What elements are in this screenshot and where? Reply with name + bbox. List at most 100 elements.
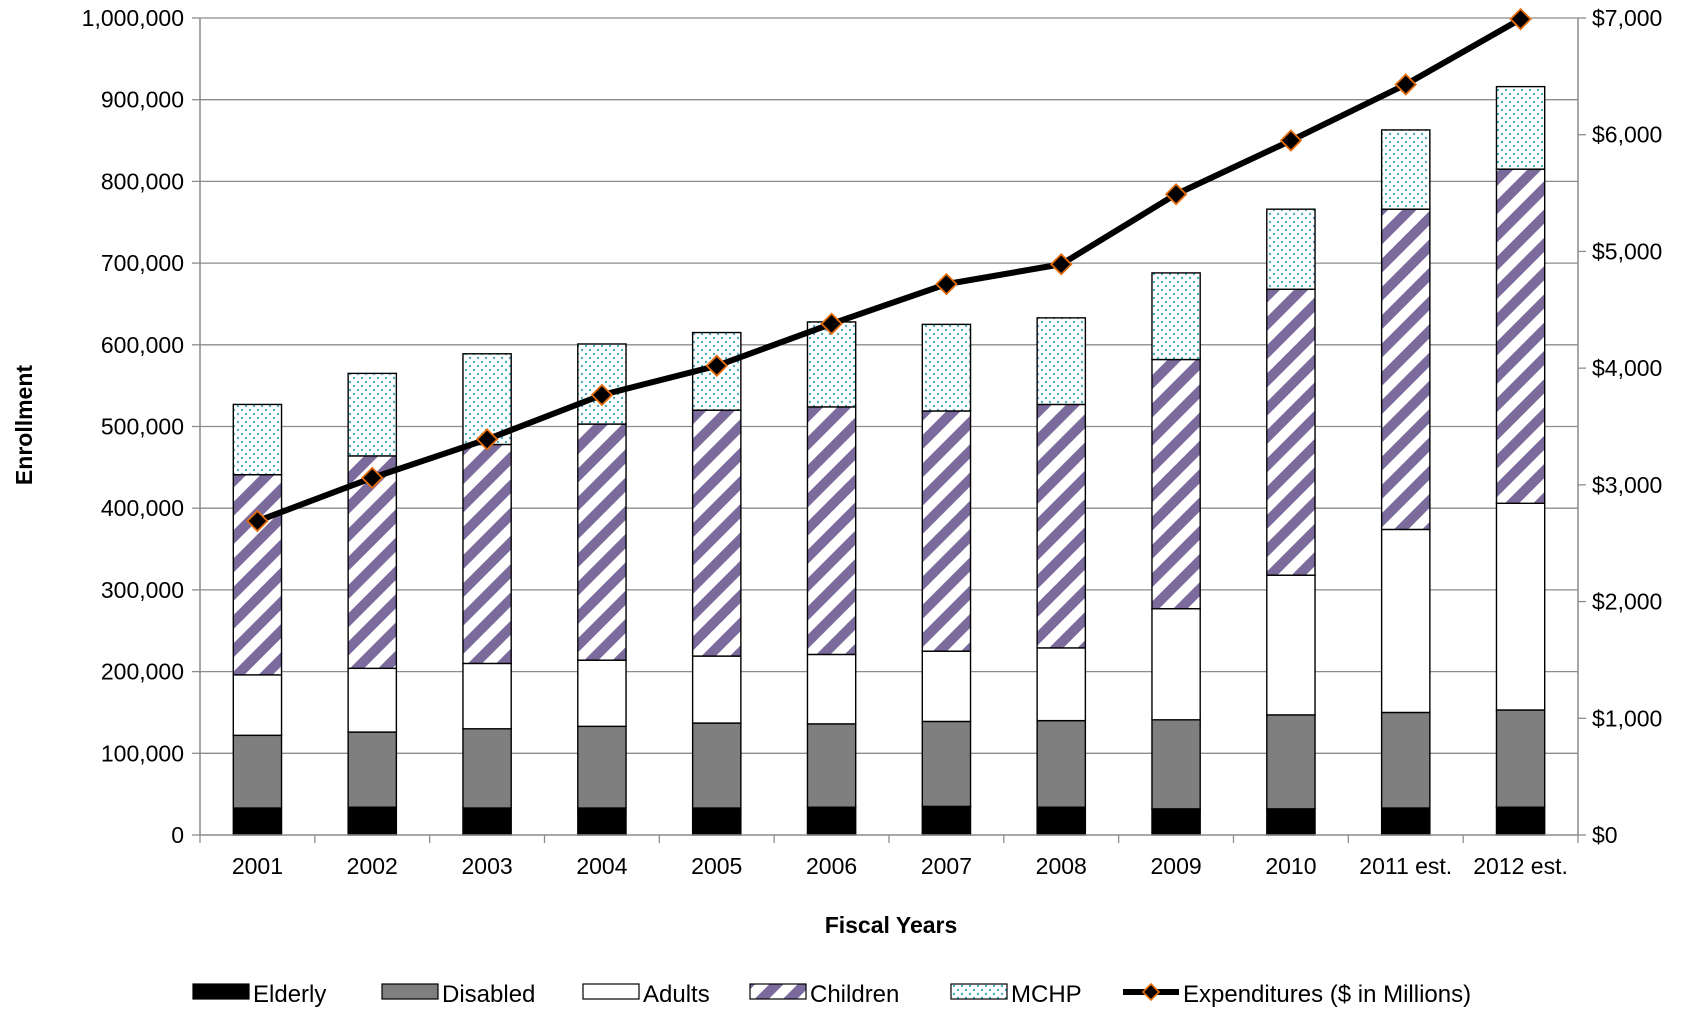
bar-children-2011-est- — [1380, 208, 1431, 531]
y2-tick-label: $7,000 — [1592, 5, 1662, 31]
legend-swatch-elderly — [192, 983, 250, 1000]
bar-disabled-2001 — [232, 734, 283, 809]
legend-label-expenditures: Expenditures ($ in Millions) — [1183, 981, 1471, 1008]
tick-labels: 0 100,000 200,000 300,000 400,000 500,000 600,… — [82, 5, 1663, 879]
x-tick-label: 2008 — [1036, 853, 1087, 879]
bar-elderly-2003 — [462, 807, 512, 836]
bar-mchp-2007 — [921, 323, 972, 412]
bar-mchp-2008 — [1036, 317, 1087, 406]
bar-adults-2005 — [691, 655, 742, 724]
bar-adults-2006 — [806, 653, 857, 725]
bar-elderly-2009 — [1151, 808, 1201, 836]
bar-children-2003 — [462, 443, 512, 665]
bar-children-2002 — [347, 455, 398, 670]
expenditures-point-2006 — [820, 312, 843, 336]
bar-disabled-2002 — [347, 731, 398, 808]
bar-disabled-2006 — [806, 723, 857, 808]
y-tick-label: 800,000 — [101, 168, 184, 194]
bar-elderly-2002 — [347, 806, 398, 836]
expenditures-line-layer — [246, 7, 1532, 533]
bar-children-2010 — [1266, 288, 1316, 576]
y-tick-label: 500,000 — [101, 414, 184, 440]
x-tick-label: 2009 — [1150, 853, 1201, 879]
x-tick-label: 2002 — [347, 853, 398, 879]
y-tick-label: 100,000 — [101, 740, 184, 766]
bar-elderly-2011-est- — [1380, 807, 1431, 836]
x-axis-title: Fiscal Years — [825, 912, 958, 938]
bar-children-2001 — [232, 474, 283, 676]
bar-adults-2012-est- — [1495, 502, 1546, 711]
x-tick-label: 2005 — [691, 853, 742, 879]
y-tick-label: 400,000 — [101, 495, 184, 521]
bar-elderly-2008 — [1036, 806, 1087, 836]
bar-disabled-2003 — [462, 728, 512, 809]
bar-elderly-2010 — [1266, 808, 1316, 836]
bar-elderly-2005 — [691, 807, 742, 836]
legend-label-disabled: Disabled — [442, 981, 535, 1008]
bar-elderly-2001 — [232, 807, 283, 836]
bar-mchp-2009 — [1151, 272, 1201, 361]
bar-mchp-2006 — [806, 321, 857, 408]
legend-label-elderly: Elderly — [253, 981, 326, 1008]
bar-elderly-2006 — [806, 806, 857, 836]
expenditures-point-2009 — [1164, 182, 1188, 206]
expenditures-point-2001 — [246, 509, 269, 533]
bar-children-2005 — [691, 409, 742, 657]
bar-disabled-2009 — [1151, 719, 1201, 810]
legend-swatch-expenditures-marker — [1141, 982, 1161, 1002]
y2-tick-label: $4,000 — [1592, 355, 1662, 381]
expenditures-line — [256, 16, 1523, 524]
legend-swatch-mchp — [950, 983, 1008, 1000]
legend-label-children: Children — [810, 981, 899, 1008]
y2-tick-label: $5,000 — [1592, 238, 1662, 264]
x-tick-label: 2011 est. — [1359, 853, 1452, 879]
gridlines — [200, 17, 1578, 754]
bar-adults-2011-est- — [1380, 528, 1431, 714]
x-tick-label: 2010 — [1265, 853, 1316, 879]
expenditures-point-2004 — [590, 383, 614, 407]
x-tick-label: 2012 est. — [1473, 853, 1568, 879]
expenditures-point-2005 — [705, 354, 729, 378]
bar-adults-2010 — [1266, 574, 1316, 716]
bar-adults-2009 — [1151, 607, 1201, 721]
x-tick-label: 2006 — [806, 853, 857, 879]
axes — [192, 17, 1586, 843]
x-tick-label: 2001 — [232, 853, 283, 879]
bar-mchp-2010 — [1266, 208, 1316, 290]
y-tick-label: 900,000 — [101, 87, 184, 113]
bar-disabled-2007 — [921, 720, 972, 808]
expenditures-point-2008 — [1049, 252, 1073, 276]
y2-tick-label: $6,000 — [1592, 122, 1662, 148]
bar-adults-2008 — [1036, 647, 1087, 722]
legend-label-mchp: MCHP — [1011, 981, 1082, 1008]
bar-elderly-2012-est- — [1495, 806, 1546, 836]
bar-children-2009 — [1151, 358, 1201, 610]
bar-adults-2001 — [232, 674, 283, 737]
y-tick-label: 0 — [171, 822, 184, 848]
bar-adults-2003 — [462, 662, 512, 730]
x-tick-label: 2004 — [576, 853, 627, 879]
bar-adults-2007 — [921, 650, 972, 723]
bar-disabled-2010 — [1266, 714, 1316, 810]
expenditures-point-2012-est- — [1509, 7, 1532, 31]
x-tick-label: 2003 — [461, 853, 512, 879]
x-tick-label: 2007 — [921, 853, 972, 879]
bar-disabled-2011-est- — [1380, 711, 1431, 809]
expenditures-point-2003 — [475, 428, 499, 451]
y-tick-label: 200,000 — [101, 659, 184, 685]
bar-children-2006 — [806, 406, 857, 656]
bar-adults-2004 — [577, 659, 627, 728]
bar-children-2007 — [921, 410, 972, 652]
bars — [232, 85, 1546, 836]
legend-swatch-disabled — [381, 983, 439, 1000]
bar-children-2008 — [1036, 403, 1087, 649]
legend: Elderly Disabled Adults Children MCHP Expendi… — [192, 981, 1471, 1008]
bar-adults-2002 — [347, 667, 398, 733]
y-tick-label: 300,000 — [101, 577, 184, 603]
y-tick-label: 1,000,000 — [82, 5, 184, 31]
y-axis-title: Enrollment — [11, 365, 37, 485]
bar-mchp-2012-est- — [1495, 85, 1546, 170]
bar-disabled-2008 — [1036, 719, 1087, 808]
expenditures-point-2007 — [935, 272, 958, 296]
